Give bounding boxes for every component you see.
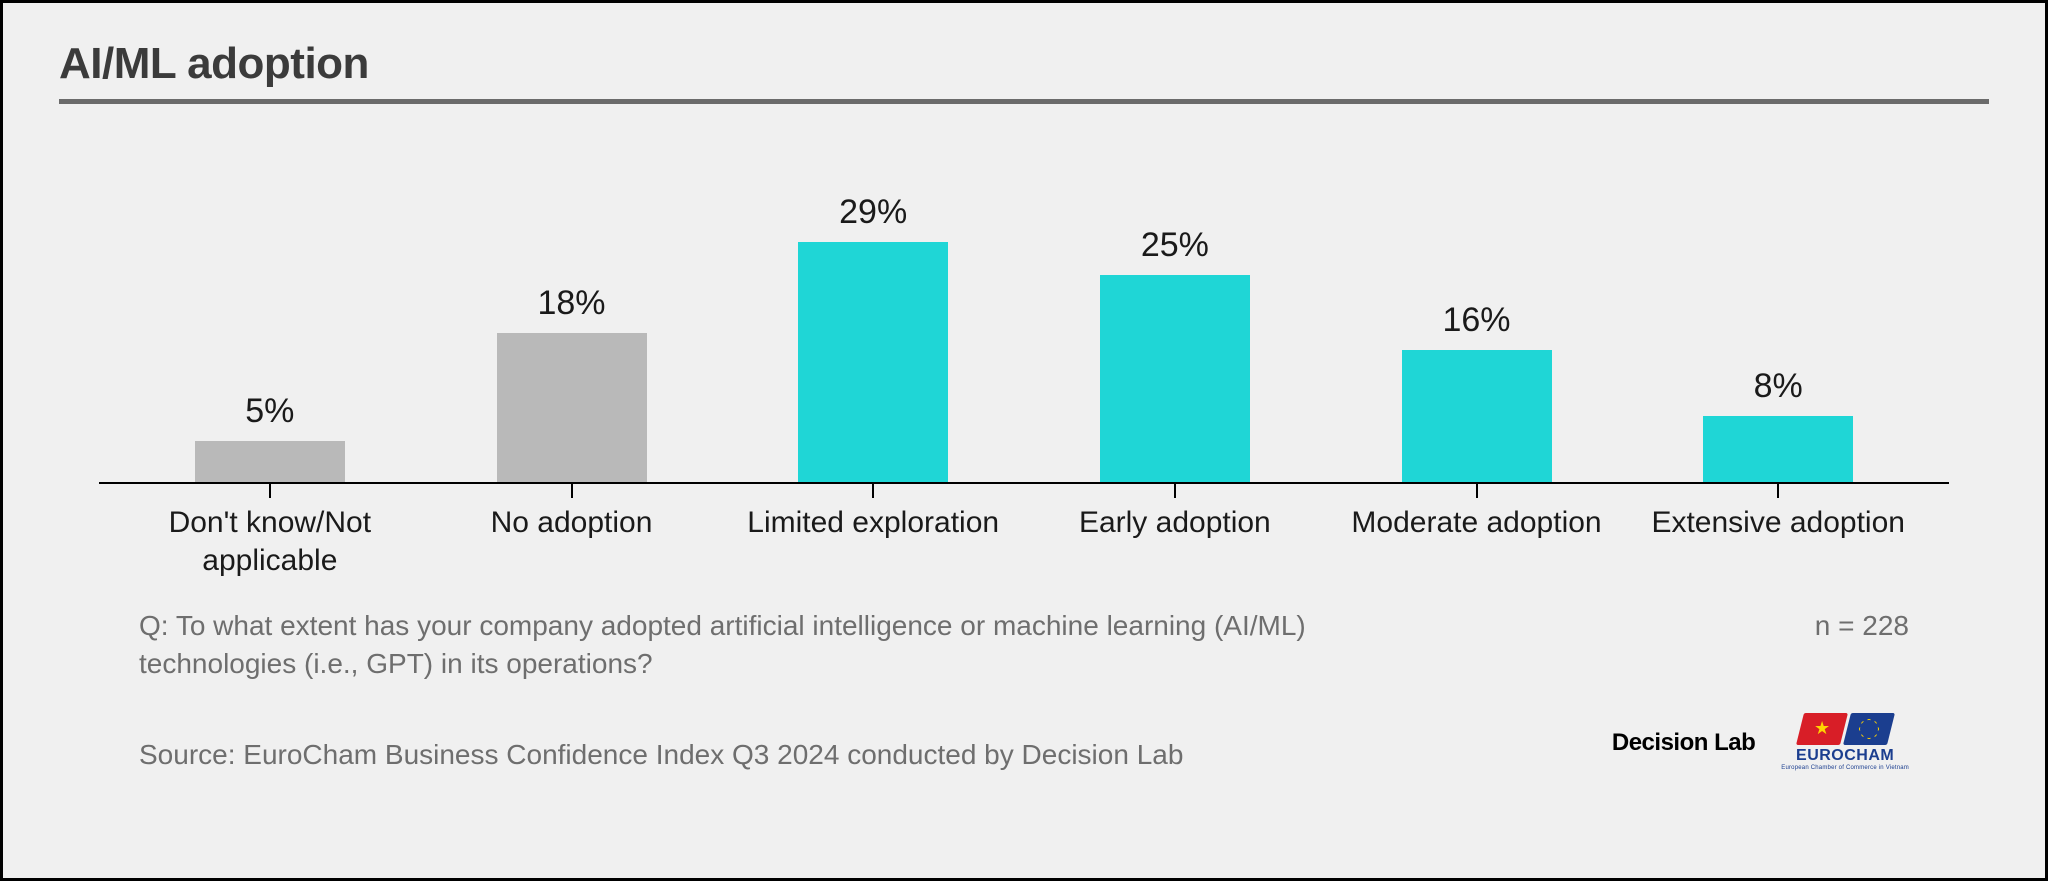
bar — [1402, 350, 1552, 482]
bar-value-label: 5% — [245, 392, 294, 431]
bar — [1100, 275, 1250, 482]
bar-slot: 18% — [421, 184, 723, 482]
bar-value-label: 8% — [1754, 367, 1803, 406]
bar-category-label: Don't know/Not applicable — [119, 504, 421, 579]
bar-slot: 5% — [119, 184, 421, 482]
bar — [798, 242, 948, 482]
bar-value-label: 16% — [1442, 301, 1510, 340]
logo-group: Decision Lab EUROCHAM European Chamber o… — [1612, 713, 1909, 771]
chart-area: 5% 18% 29% 25% 16% 8% Don't know/Not applicab… — [59, 124, 1989, 854]
bar — [1703, 416, 1853, 482]
bar-slot: 29% — [722, 184, 1024, 482]
chart-footer: Q: To what extent has your company adopt… — [99, 607, 1949, 771]
bar-slot: 8% — [1627, 184, 1929, 482]
bar-category-label: Limited exploration — [722, 504, 1024, 579]
bar-category-label: Extensive adoption — [1627, 504, 1929, 579]
axis-tick — [1627, 484, 1929, 498]
bar-slot: 16% — [1326, 184, 1628, 482]
bars-row: 5% 18% 29% 25% 16% 8% — [99, 184, 1949, 484]
source-text: Source: EuroCham Business Confidence Ind… — [139, 739, 1183, 771]
bar — [195, 441, 345, 482]
axis-tick — [1326, 484, 1628, 498]
eu-flag-icon — [1843, 713, 1895, 745]
bar-value-label: 29% — [839, 193, 907, 232]
chart-title: AI/ML adoption — [59, 39, 1989, 89]
eurocham-logo-subtext: European Chamber of Commerce in Vietnam — [1781, 765, 1909, 771]
bar-value-label: 25% — [1141, 226, 1209, 265]
footer-bottom: Source: EuroCham Business Confidence Ind… — [139, 713, 1909, 771]
vietnam-flag-icon — [1796, 713, 1848, 745]
decision-lab-logo: Decision Lab — [1612, 729, 1755, 771]
bar-slot: 25% — [1024, 184, 1326, 482]
footer-top: Q: To what extent has your company adopt… — [139, 607, 1909, 683]
eurocham-logo-text: EUROCHAM — [1796, 747, 1894, 765]
survey-question: Q: To what extent has your company adopt… — [139, 607, 1439, 683]
axis-tick — [421, 484, 723, 498]
labels-row: Don't know/Not applicableNo adoptionLimi… — [99, 498, 1949, 579]
bar — [497, 333, 647, 482]
axis-tick — [1024, 484, 1326, 498]
bar-category-label: Early adoption — [1024, 504, 1326, 579]
chart-frame: AI/ML adoption 5% 18% 29% 25% 16% 8% Don't kn… — [0, 0, 2048, 881]
axis-tick — [722, 484, 1024, 498]
title-rule — [59, 99, 1989, 104]
bar-category-label: No adoption — [421, 504, 723, 579]
eurocham-logo: EUROCHAM European Chamber of Commerce in… — [1781, 713, 1909, 771]
bar-category-label: Moderate adoption — [1326, 504, 1628, 579]
tick-row — [99, 484, 1949, 498]
eurocham-flags-icon — [1800, 713, 1891, 745]
sample-size: n = 228 — [1775, 607, 1909, 645]
axis-tick — [119, 484, 421, 498]
bar-value-label: 18% — [537, 284, 605, 323]
